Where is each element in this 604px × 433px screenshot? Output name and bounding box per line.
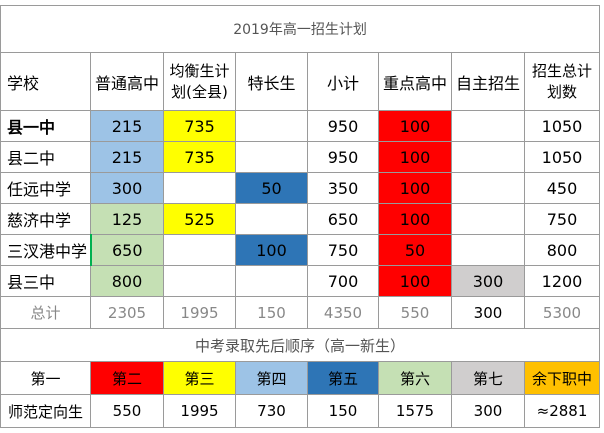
directed-value[interactable]: 1995 [163,394,236,428]
cell-balanced[interactable]: 735 [163,141,236,173]
table-title: 2019年高一招生计划 [0,5,601,53]
header-total: 招生总计 划数 [523,52,601,111]
directed-value[interactable]: 1575 [378,394,452,428]
summary-label[interactable]: 总计 [0,296,91,329]
order-seventh[interactable]: 第七 [451,361,525,395]
table-row: 任远中学 300 50 350 100 450 [0,172,601,204]
summary-row: 总计 2305 1995 150 4350 550 300 5300 [0,296,601,329]
cell-subtotal[interactable]: 950 [307,110,379,142]
school-name[interactable]: 县一中 [0,110,91,142]
directed-label[interactable]: 师范定向生 [0,394,91,428]
order-title: 中考录取先后顺序（高一新生） [0,328,601,362]
cell-total[interactable]: 450 [523,172,601,204]
cell-special[interactable] [235,265,308,297]
cell-total[interactable]: 800 [523,234,601,266]
order-fourth[interactable]: 第四 [235,361,308,395]
table-row: 县一中 215 735 950 100 1050 [0,110,601,142]
cell-key[interactable]: 100 [378,141,452,173]
cell-special[interactable] [235,110,308,142]
cell-balanced[interactable] [163,172,236,204]
cell-key[interactable]: 100 [378,203,452,235]
cell-total[interactable]: 750 [523,203,601,235]
header-balanced-line1: 均衡生计 [169,61,230,80]
summary-total[interactable]: 5300 [523,296,601,329]
order-sixth[interactable]: 第六 [378,361,452,395]
header-key: 重点高中 [378,52,452,111]
summary-ordinary[interactable]: 2305 [90,296,164,329]
order-vocational[interactable]: 余下职中 [524,361,600,395]
cell-balanced[interactable] [163,265,236,297]
table-row: 县三中 800 700 100 300 1200 [0,265,601,297]
cell-autonomous[interactable]: 300 [451,265,525,297]
cell-special[interactable] [235,141,308,173]
school-name[interactable]: 县二中 [0,141,91,173]
cell-autonomous[interactable] [451,234,525,266]
cell-balanced[interactable] [163,234,236,266]
cell-subtotal[interactable]: 650 [307,203,379,235]
header-row: 学校 普通高中 均衡生计划(全县) 特长生 小计 重点高中 自主招生 招生总计划… [0,52,601,111]
header-ordinary: 普通高中 [90,52,164,111]
school-name[interactable]: 任远中学 [0,172,91,204]
cell-subtotal[interactable]: 750 [307,234,379,266]
cell-autonomous[interactable] [451,172,525,204]
table-row: 慈济中学 125 525 650 100 750 [0,203,601,235]
cell-ordinary[interactable]: 300 [90,172,164,204]
cell-total[interactable]: 1050 [523,110,601,142]
school-name[interactable]: 慈济中学 [0,203,91,235]
cell-subtotal[interactable]: 950 [307,141,379,173]
cell-special[interactable]: 100 [235,234,308,266]
directed-row: 师范定向生 550 1995 730 150 1575 300 ≈2881 [0,394,600,428]
cell-ordinary[interactable]: 800 [90,265,164,297]
table-row: 县二中 215 735 950 100 1050 [0,141,601,173]
cell-key[interactable]: 100 [378,265,452,297]
cell-special[interactable] [235,203,308,235]
summary-balanced[interactable]: 1995 [163,296,236,329]
cell-autonomous[interactable] [451,110,525,142]
cell-ordinary[interactable]: 650 [89,234,164,266]
table-row: 三汊港中学 650 100 750 50 800 [0,234,601,266]
directed-value[interactable]: 730 [235,394,308,428]
order-third[interactable]: 第三 [163,361,236,395]
order-fifth[interactable]: 第五 [307,361,379,395]
directed-value[interactable]: ≈2881 [524,394,600,428]
summary-subtotal[interactable]: 4350 [307,296,379,329]
header-balanced: 均衡生计划(全县) [163,52,236,111]
cell-balanced[interactable]: 735 [163,110,236,142]
header-special: 特长生 [235,52,308,111]
header-total-line2: 划数 [547,82,578,101]
directed-value[interactable]: 150 [307,394,379,428]
school-name[interactable]: 三汊港中学 [0,234,91,266]
summary-autonomous[interactable]: 300 [451,296,525,329]
order-row: 第一 第二 第三 第四 第五 第六 第七 余下职中 [0,361,600,395]
header-total-line1: 招生总计 [532,61,593,80]
cell-subtotal[interactable]: 700 [307,265,379,297]
cell-subtotal[interactable]: 350 [307,172,379,204]
header-subtotal: 小计 [307,52,379,111]
order-first[interactable]: 第一 [0,361,91,395]
cell-autonomous[interactable] [451,203,525,235]
cell-ordinary[interactable]: 215 [90,141,164,173]
enrollment-plan-table: 2019年高一招生计划 学校 普通高中 均衡生计划(全县) 特长生 小计 重点高… [0,5,601,362]
summary-special[interactable]: 150 [235,296,308,329]
summary-key[interactable]: 550 [378,296,452,329]
admission-order-table: 第一 第二 第三 第四 第五 第六 第七 余下职中 师范定向生 550 1995… [0,361,600,428]
cell-total[interactable]: 1050 [523,141,601,173]
cell-autonomous[interactable] [451,141,525,173]
header-autonomous: 自主招生 [451,52,525,111]
cell-key[interactable]: 100 [378,110,452,142]
order-second[interactable]: 第二 [90,361,164,395]
cell-key[interactable]: 50 [378,234,452,266]
cell-balanced[interactable]: 525 [163,203,236,235]
header-school: 学校 [0,52,91,111]
directed-value[interactable]: 550 [90,394,164,428]
cell-ordinary[interactable]: 215 [90,110,164,142]
cell-key[interactable]: 100 [378,172,452,204]
cell-special[interactable]: 50 [235,172,308,204]
cell-total[interactable]: 1200 [523,265,601,297]
header-balanced-line2: 划(全县) [171,82,228,101]
directed-value[interactable]: 300 [451,394,525,428]
cell-ordinary[interactable]: 125 [90,203,164,235]
school-name[interactable]: 县三中 [0,265,91,297]
